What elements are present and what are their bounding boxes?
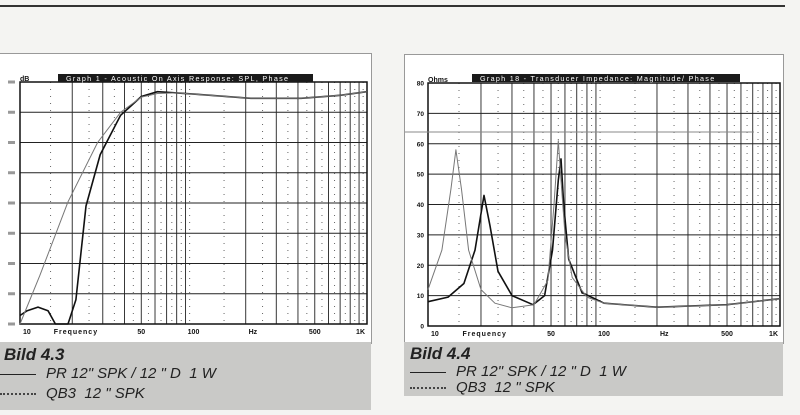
x-tick-label: 500 — [309, 329, 321, 336]
dotted-line-swatch — [0, 393, 36, 396]
y-tick-label: 40 — [417, 202, 425, 209]
x-tick-label: 10 — [431, 331, 439, 338]
caption-title: Bild 4.4 — [410, 344, 471, 363]
legend-label: PR 12" SPK / 12 " D 1 W — [456, 363, 626, 380]
x-tick-label: 50 — [137, 329, 145, 336]
y-tick-mark — [8, 231, 15, 235]
y-tick-mark — [8, 201, 15, 205]
chart-title: Graph 18 - Transducer Impedance: Magnitu… — [480, 74, 716, 83]
legend-solid: PR 12" SPK / 12 " D 1 W — [0, 365, 216, 382]
y-tick-label: 70 — [417, 111, 425, 118]
figure-4-3-caption: Bild 4.3 PR 12" SPK / 12 " D 1 W QB3 12 … — [0, 342, 371, 410]
page-header-rule — [0, 5, 785, 7]
legend-dotted: QB3 12 " SPK — [410, 379, 555, 396]
impedance-chart: Graph 18 - Transducer Impedance: Magnitu… — [405, 74, 781, 338]
x-tick-label: 1K — [769, 331, 778, 338]
y-tick-label: 0 — [420, 324, 424, 331]
plot-frame — [427, 82, 781, 327]
series-line-qb3-12 — [427, 140, 781, 309]
series-line-qb3-12 — [19, 91, 368, 325]
x-tick-label: 1K — [356, 329, 365, 336]
y-tick-mark — [8, 322, 15, 326]
y-tick-mark — [8, 80, 15, 84]
y-tick-label: 80 — [417, 81, 425, 88]
x-unit-label: Hz — [660, 331, 669, 338]
legend-label: PR 12" SPK / 12 " D 1 W — [46, 365, 216, 382]
x-tick-label: 500 — [721, 331, 733, 338]
x-tick-label: 50 — [547, 331, 555, 338]
y-tick-label: 20 — [417, 263, 425, 270]
y-tick-mark — [8, 292, 15, 296]
y-axis-label: Ohms — [428, 77, 448, 84]
figure-4-3-panel: Graph 1 - Acoustic On Axis Response: SPL… — [0, 53, 372, 344]
spl-response-chart: Graph 1 - Acoustic On Axis Response: SPL… — [8, 74, 368, 336]
chart-title-bar — [58, 74, 313, 82]
chart-title-bar — [472, 74, 740, 82]
dotted-line-swatch — [410, 387, 446, 390]
solid-line-swatch — [0, 373, 36, 375]
y-tick-mark — [8, 110, 15, 114]
x-tick-label: 100 — [598, 331, 610, 338]
y-tick-mark — [8, 141, 15, 144]
y-tick-label: 50 — [417, 172, 425, 179]
x-unit-label: Hz — [249, 329, 258, 336]
legend-solid: PR 12" SPK / 12 " D 1 W — [410, 363, 626, 380]
solid-line-swatch — [410, 371, 446, 373]
y-tick-label: 10 — [417, 293, 425, 300]
figure-4-4-caption: Bild 4.4 PR 12" SPK / 12 " D 1 W QB3 12 … — [404, 342, 783, 396]
x-tick-label: 10 — [23, 329, 31, 336]
legend-label: QB3 12 " SPK — [456, 379, 555, 396]
y-tick-mark — [8, 262, 15, 265]
figure-4-4-panel: Graph 18 - Transducer Impedance: Magnitu… — [404, 54, 784, 344]
x-axis-label: Frequency — [463, 331, 507, 338]
legend-dotted: QB3 12 " SPK — [0, 385, 145, 402]
y-tick-label: 30 — [417, 232, 425, 239]
y-tick-mark — [8, 171, 15, 175]
y-tick-label: 60 — [417, 141, 425, 148]
x-tick-label: 100 — [188, 329, 200, 336]
caption-title: Bild 4.3 — [4, 345, 65, 364]
x-axis-label: Frequency — [54, 329, 98, 336]
y-axis-label: dB — [20, 76, 29, 83]
chart-title: Graph 1 - Acoustic On Axis Response: SPL… — [66, 74, 289, 83]
legend-label: QB3 12 " SPK — [46, 385, 145, 402]
